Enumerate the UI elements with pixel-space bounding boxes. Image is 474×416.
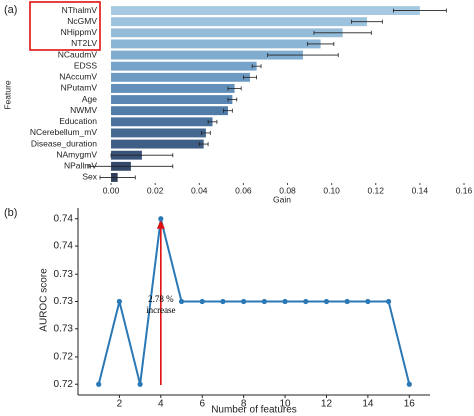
highlight-box <box>29 1 101 51</box>
y-tick-label: NWMV <box>70 105 97 115</box>
x-tick-label: 0.06 <box>235 185 252 195</box>
x-tick-label: 12 <box>321 399 333 410</box>
annotation: increase <box>146 305 175 315</box>
x-tick-label: 0.10 <box>323 185 340 195</box>
bar <box>111 50 303 60</box>
bar <box>111 106 228 116</box>
marker <box>261 298 267 305</box>
bar <box>111 39 321 49</box>
marker <box>385 298 392 305</box>
panel-label: (b) <box>4 207 17 219</box>
marker <box>178 298 185 305</box>
x-axis-label: Number of features <box>211 405 297 416</box>
marker <box>282 298 288 305</box>
arrow-head <box>156 219 165 229</box>
y-tick-label: 0.74 <box>54 241 74 252</box>
y-tick-label: 0.74 <box>54 213 74 224</box>
annotation: 2.78 % <box>148 294 174 304</box>
y-tick-label: 0.73 <box>54 323 74 334</box>
y-tick-label: NCerebellum_mV <box>30 127 97 137</box>
x-tick-label: 0.16 <box>456 185 473 195</box>
x-tick-label: 0.08 <box>279 185 296 195</box>
marker <box>323 298 330 305</box>
marker <box>344 298 350 305</box>
x-tick-label: 0.04 <box>191 185 208 195</box>
line <box>97 218 411 385</box>
y-axis-label: AUROC score <box>39 268 50 332</box>
y-tick-label: NPutamV <box>61 83 98 93</box>
marker <box>116 298 123 305</box>
x-tick-label: 10 <box>279 399 291 410</box>
y-tick-label: NHippmV <box>61 27 98 37</box>
bar <box>111 17 367 27</box>
y-tick-label: NAccumV <box>59 72 97 82</box>
x-tick-label: 0.12 <box>367 185 384 195</box>
x-tick-label: 2 <box>117 399 123 410</box>
marker <box>96 381 102 387</box>
marker <box>199 298 205 305</box>
bar <box>111 61 257 71</box>
bar <box>111 95 233 105</box>
bar <box>111 117 213 127</box>
marker <box>406 381 412 387</box>
y-tick-label: 0.72 <box>54 352 74 363</box>
y-axis-label: Feature <box>2 80 12 110</box>
y-tick-label: Education <box>59 116 97 126</box>
marker <box>365 298 371 305</box>
bar <box>111 139 204 149</box>
y-tick-label: Age <box>82 94 97 104</box>
marker <box>158 216 164 222</box>
y-tick-label: NCaudmV <box>58 49 98 59</box>
bar <box>111 128 206 138</box>
bar <box>111 72 251 82</box>
y-tick-label: 0.72 <box>54 379 74 390</box>
bar <box>111 83 235 93</box>
x-tick-label: 6 <box>199 399 205 410</box>
marker <box>241 298 247 305</box>
marker <box>303 298 309 305</box>
bar <box>111 6 420 16</box>
x-tick-label: 14 <box>362 399 374 410</box>
marker <box>220 298 226 305</box>
x-tick-label: 16 <box>404 399 416 410</box>
y-tick-label: 0.73 <box>54 296 74 307</box>
y-tick-label: NAmygmV <box>56 149 97 159</box>
y-tick-label: 0.73 <box>54 269 74 280</box>
y-tick-label: NcGMV <box>67 16 97 26</box>
marker <box>137 381 143 387</box>
panel-label: (a) <box>4 4 17 16</box>
x-axis-label: Gain <box>273 194 291 204</box>
x-tick-label: 8 <box>241 399 247 410</box>
y-tick-label: Disease_duration <box>31 138 97 148</box>
y-tick-label: Sex <box>82 172 97 182</box>
y-tick-label: NT2LV <box>71 38 97 48</box>
x-tick-label: 4 <box>158 399 164 410</box>
x-tick-label: 0.14 <box>412 185 429 195</box>
y-tick-label: NThalmV <box>62 5 98 15</box>
x-tick-label: 0.02 <box>147 185 164 195</box>
x-tick-label: 0.00 <box>103 185 120 195</box>
y-tick-label: EDSS <box>74 60 97 70</box>
y-tick-label: NPallmV <box>64 161 97 171</box>
bar <box>111 28 343 38</box>
